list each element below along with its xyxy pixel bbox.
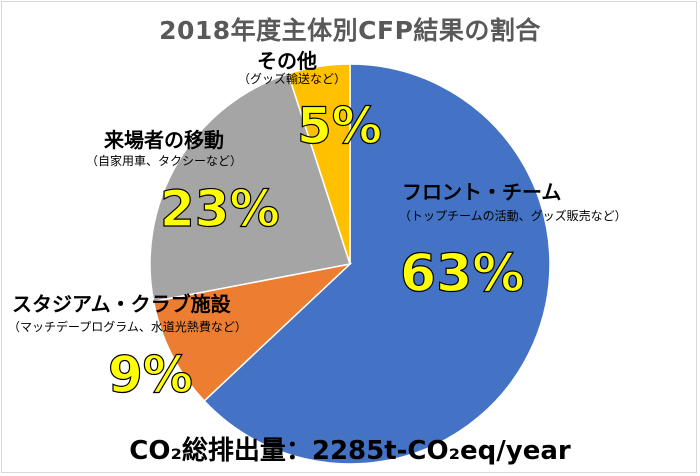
pie-slice-front-team <box>203 63 551 465</box>
slice-percent-stadium: 9% <box>107 345 193 404</box>
slice-percent-front-team: 63% <box>399 243 525 304</box>
pie-slice-visitor-travel <box>149 72 351 303</box>
slice-note-visitor-travel: （自家用車、タクシーなど） <box>86 154 243 168</box>
pie-slice-other <box>287 63 351 265</box>
slice-percent-visitor-travel: 23% <box>159 179 280 238</box>
pie-slice-stadium <box>152 262 353 402</box>
slice-label-other: その他 <box>257 49 317 73</box>
slice-label-front-team: フロント・チーム <box>402 180 562 204</box>
slice-percent-other: 5% <box>296 96 382 155</box>
chart-title: 2018年度主体別CFP結果の割合 <box>159 16 541 45</box>
slice-note-front-team: （トップチームの活動、グッズ販売など） <box>399 209 627 223</box>
slice-note-other: （グッズ輸送など） <box>238 72 347 86</box>
slice-label-visitor-travel: 来場者の移動 <box>104 128 224 152</box>
slice-note-stadium: （マッチデープログラム、水道光熱費など） <box>8 320 247 334</box>
total-emissions-label: CO₂総排出量：2285t-CO₂eq/year <box>129 436 571 466</box>
slice-label-stadium: スタジアム・クラブ施設 <box>12 292 231 316</box>
